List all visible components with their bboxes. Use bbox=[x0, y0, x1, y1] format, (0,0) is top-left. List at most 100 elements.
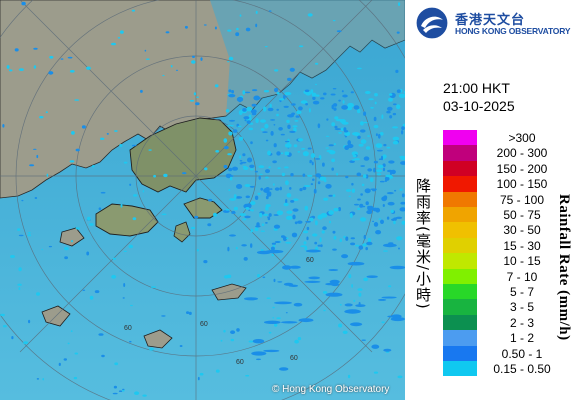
rain-echo bbox=[289, 265, 301, 269]
rain-echo bbox=[331, 122, 336, 127]
rain-echo bbox=[295, 115, 300, 118]
rain-echo bbox=[264, 46, 268, 48]
rain-echo bbox=[307, 13, 313, 17]
rain-echo bbox=[239, 155, 242, 159]
hk-island bbox=[183, 197, 223, 219]
rain-echo bbox=[395, 216, 403, 219]
rain-echo bbox=[322, 226, 327, 231]
rain-echo bbox=[284, 166, 289, 169]
rain-echo bbox=[313, 188, 317, 194]
rain-echo bbox=[333, 143, 336, 146]
rain-echo bbox=[315, 158, 321, 160]
rain-echo bbox=[293, 198, 299, 201]
rain-echo bbox=[270, 131, 274, 136]
rain-echo bbox=[267, 217, 271, 221]
rain-echo bbox=[325, 183, 332, 189]
rain-echo bbox=[294, 120, 299, 122]
rain-echo bbox=[98, 333, 104, 336]
rain-echo bbox=[311, 161, 314, 166]
rain-echo bbox=[386, 216, 390, 220]
legend-item: 30 - 50 bbox=[443, 222, 577, 238]
rain-echo bbox=[228, 189, 231, 192]
legend-label: 100 - 150 bbox=[496, 177, 548, 192]
range-rings bbox=[0, 0, 405, 400]
rain-echo bbox=[42, 378, 44, 381]
rain-echo bbox=[39, 116, 44, 119]
rain-echo bbox=[229, 234, 236, 237]
rain-echo bbox=[390, 209, 394, 213]
rain-echo bbox=[358, 143, 364, 147]
rain-echo bbox=[374, 93, 378, 97]
rain-echo bbox=[228, 167, 233, 172]
rain-echo bbox=[246, 120, 251, 124]
rain-echo bbox=[250, 201, 256, 206]
hko-logo[interactable]: 香港天文台 HONG KONG OBSERVATORY bbox=[415, 6, 575, 40]
rain-echo bbox=[14, 48, 19, 52]
legend-swatch bbox=[443, 145, 477, 161]
rain-echo bbox=[236, 27, 239, 31]
legend-label: 1 - 2 bbox=[509, 331, 534, 346]
rain-echo bbox=[220, 339, 223, 342]
legend-item: 1 - 2 bbox=[443, 330, 577, 346]
rain-echo bbox=[360, 121, 364, 126]
rain-echo bbox=[140, 89, 143, 93]
rain-echo bbox=[378, 133, 381, 139]
rain-echo bbox=[257, 192, 261, 195]
rain-echo bbox=[264, 123, 269, 129]
legend-title-en: Rainfall Rate (mm/h) bbox=[556, 194, 572, 341]
rain-echo bbox=[344, 145, 350, 150]
rain-echo bbox=[189, 99, 195, 102]
rain-echo bbox=[326, 118, 329, 121]
rain-echo bbox=[243, 166, 249, 170]
rain-echo bbox=[273, 124, 276, 126]
rain-echo bbox=[305, 220, 311, 223]
rain-echo bbox=[330, 93, 336, 96]
rain-echo bbox=[363, 234, 366, 240]
rain-echo bbox=[347, 102, 354, 108]
rain-echo bbox=[122, 297, 125, 299]
rain-echo bbox=[297, 337, 302, 341]
rain-echo bbox=[376, 169, 383, 173]
legend-swatch bbox=[443, 284, 477, 300]
rain-echo bbox=[315, 94, 320, 97]
rain-echo bbox=[214, 26, 217, 30]
rain-echo bbox=[23, 341, 29, 345]
rain-echo bbox=[367, 238, 371, 243]
rain-echo bbox=[269, 188, 273, 190]
rain-echo bbox=[334, 128, 341, 131]
rain-echo bbox=[372, 207, 378, 212]
rain-echo bbox=[304, 205, 309, 211]
rain-echo bbox=[228, 56, 234, 61]
rain-echo bbox=[333, 103, 338, 107]
rain-echo bbox=[312, 100, 320, 105]
rain-echo bbox=[361, 339, 366, 341]
legend-panel: 香港天文台 HONG KONG OBSERVATORY 21:00 HKT 03… bbox=[405, 0, 577, 400]
rain-echo bbox=[285, 312, 288, 314]
legend-item: 200 - 300 bbox=[443, 145, 577, 161]
rain-echo bbox=[94, 290, 100, 294]
rain-echo bbox=[271, 242, 276, 245]
rain-echo bbox=[367, 135, 370, 137]
rain-echo bbox=[252, 339, 265, 344]
rain-echo bbox=[304, 280, 321, 283]
rain-echo bbox=[382, 204, 385, 207]
legend-swatch bbox=[443, 330, 477, 346]
rain-echo bbox=[280, 133, 285, 136]
rain-echo bbox=[241, 244, 247, 247]
rain-echo bbox=[365, 201, 369, 206]
rain-echo bbox=[46, 173, 49, 177]
rain-echo bbox=[328, 210, 334, 215]
rain-echo bbox=[328, 269, 339, 271]
rain-echo bbox=[364, 188, 371, 194]
rain-echo bbox=[227, 246, 230, 252]
island-south-1 bbox=[211, 283, 247, 301]
rain-echo bbox=[186, 311, 190, 314]
rain-echo bbox=[310, 153, 316, 159]
rain-echo bbox=[397, 375, 403, 379]
rain-echo bbox=[262, 276, 266, 279]
rain-echo bbox=[260, 128, 265, 131]
rain-echo bbox=[45, 111, 48, 114]
rain-echo bbox=[296, 110, 302, 115]
rain-echo bbox=[161, 315, 166, 317]
rain-echo bbox=[274, 241, 281, 243]
